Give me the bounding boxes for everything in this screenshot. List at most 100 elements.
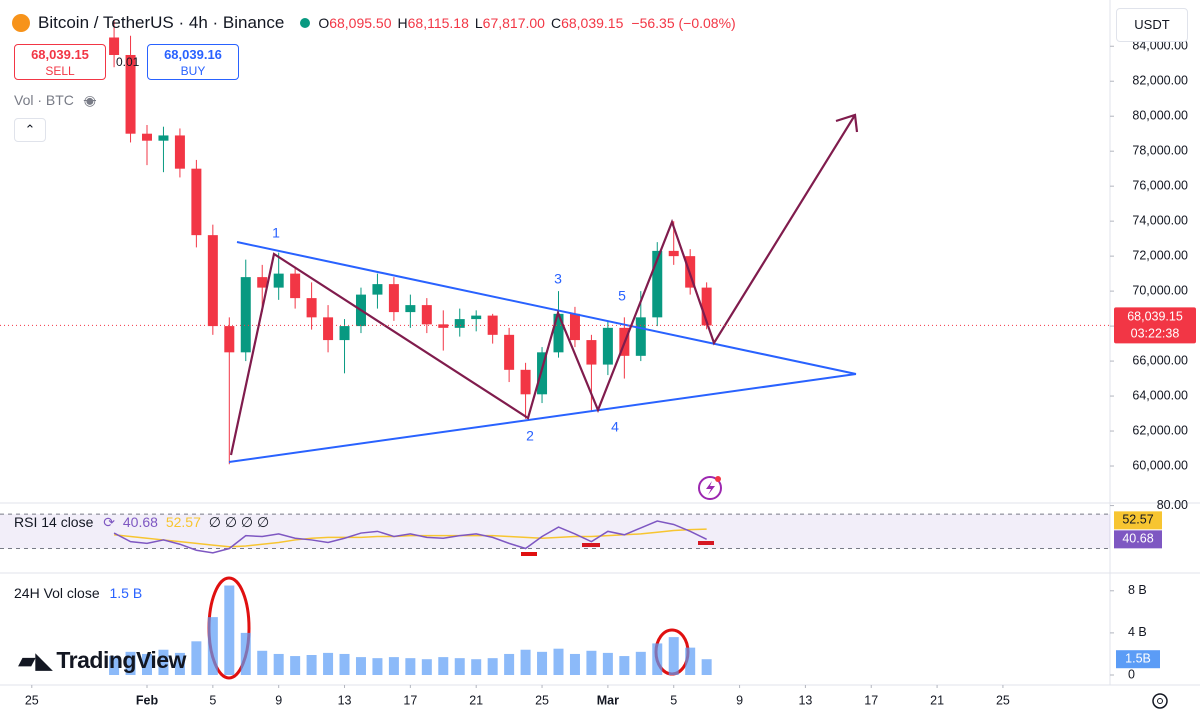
volume-bar [191, 641, 202, 675]
y-tick-label: 4 B [1128, 625, 1147, 639]
y-tick-label: 78,000.00 [1132, 143, 1188, 157]
sell-price: 68,039.15 [31, 47, 89, 62]
volume-bar [487, 658, 498, 675]
ohlc-key: H [397, 15, 408, 31]
ohlc-value: 68,039.15 [561, 15, 624, 31]
ohlc-key: L [474, 15, 483, 31]
x-tick-label: 13 [798, 693, 812, 707]
rsi-line [113, 520, 707, 554]
volume-bar [537, 651, 548, 675]
x-tick-label: 5 [209, 693, 216, 707]
x-tick-label: 25 [25, 693, 39, 707]
volume-bar [257, 650, 268, 675]
settings-icon-core [1157, 698, 1163, 704]
volume-bar [323, 652, 334, 675]
sell-label: SELL [45, 64, 75, 78]
y-tick-label: 74,000.00 [1132, 213, 1188, 227]
candle-body [421, 305, 432, 325]
change: −56.35 (−0.08%) [631, 15, 736, 31]
alert-icon[interactable] [698, 476, 722, 500]
rsi-line [114, 528, 707, 548]
rsi-ma-value: 52.57 [165, 514, 201, 530]
volume-legend-text: Vol · BTC [14, 92, 74, 108]
ohlc-item: L67,817.00 [475, 15, 545, 31]
candle-body [109, 37, 120, 55]
rsi-icon[interactable]: ⟳ [103, 514, 115, 530]
rsi-tag-label: 52.57 [1122, 513, 1153, 527]
vol-tag [1116, 650, 1160, 669]
volume-bar [174, 652, 185, 675]
symbol-title[interactable]: Bitcoin / TetherUS · 4h · Binance [38, 13, 285, 32]
candle-body [207, 235, 218, 327]
price-pane [109, 20, 712, 465]
buy-price: 68,039.16 [164, 47, 222, 62]
ohlc-key: O [318, 15, 330, 31]
watermark-text: TradingView [56, 647, 186, 673]
volume-bar [454, 658, 465, 675]
y-tick-label: 80,000.00 [1132, 109, 1188, 123]
volume-bar [421, 659, 432, 675]
volume-bar [569, 653, 580, 675]
wave-label: 2 [526, 428, 534, 444]
volume-bar [405, 658, 416, 675]
candle-body [372, 284, 383, 295]
candle-body [273, 273, 284, 288]
y-tick-label: 82,000.00 [1132, 74, 1188, 88]
settings-icon[interactable] [1152, 693, 1168, 709]
currency: USDT [1134, 17, 1170, 32]
y-tick-label: 72,000.00 [1132, 248, 1188, 262]
candle-body [306, 298, 317, 318]
trendline [236, 241, 857, 375]
y-tick-label: 76,000.00 [1132, 178, 1188, 192]
x-tick-label: 21 [930, 693, 944, 707]
candle-body [339, 326, 350, 341]
y-tick-label: 64,000.00 [1132, 388, 1188, 402]
coin-icon [12, 14, 30, 32]
market-status [300, 18, 311, 28]
wave-label: 4 [611, 419, 619, 435]
candle-body [586, 340, 597, 365]
candle-body [635, 317, 646, 356]
y-tick-label: 66,000.00 [1132, 353, 1188, 367]
countdown: 03:22:38 [1131, 327, 1180, 341]
sell-button[interactable]: 68,039.15 SELL [14, 44, 106, 80]
volume-bar [685, 647, 696, 675]
ohlc-item: O68,095.50 [318, 15, 391, 31]
x-tick-label: 9 [275, 693, 282, 707]
ohlc-key: C [550, 15, 562, 31]
collapse-button[interactable]: ⌃ [14, 118, 46, 142]
buy-button[interactable]: 68,039.16 BUY [147, 44, 239, 80]
wave-label: 3 [554, 271, 562, 287]
candle-body [701, 287, 712, 326]
last-price-label: 68,039.15 [1127, 310, 1183, 324]
rsi-tag [1114, 530, 1162, 549]
volume-bar [240, 632, 251, 675]
candle-body [257, 277, 268, 288]
volume-bar [306, 655, 317, 675]
candle-body [537, 352, 548, 395]
symbol-header: Bitcoin / TetherUS · 4h · Binance O68,09… [12, 13, 736, 33]
currency-select[interactable]: USDT [1116, 8, 1188, 42]
spread: 0.01 [116, 55, 140, 69]
trendline [228, 373, 857, 463]
x-tick-label: 25 [996, 693, 1010, 707]
wave-path [229, 114, 856, 456]
ohlc-item: C68,039.15 [551, 15, 623, 31]
candle-body [240, 277, 251, 353]
x-tick-label: 13 [338, 693, 352, 707]
vol-title: 24H Vol close [14, 585, 100, 601]
x-tick-label: 9 [736, 693, 743, 707]
rsi-value: 40.68 [122, 514, 158, 530]
volume-bar [273, 653, 284, 675]
alert-dot [715, 476, 721, 482]
candle-body [553, 313, 564, 353]
candle-body [158, 135, 169, 141]
volume-bar [438, 657, 449, 675]
rsi-tag-label: 40.68 [1122, 532, 1153, 546]
ohlc-item: H68,115.18 [398, 15, 469, 31]
ohlc: O68,095.50 H68,115.18 L67,817.00 C68,039.15 [318, 15, 623, 31]
candle-body [668, 250, 679, 257]
hide-icon[interactable]: ◉ [83, 92, 97, 108]
volume-bar [388, 657, 399, 675]
